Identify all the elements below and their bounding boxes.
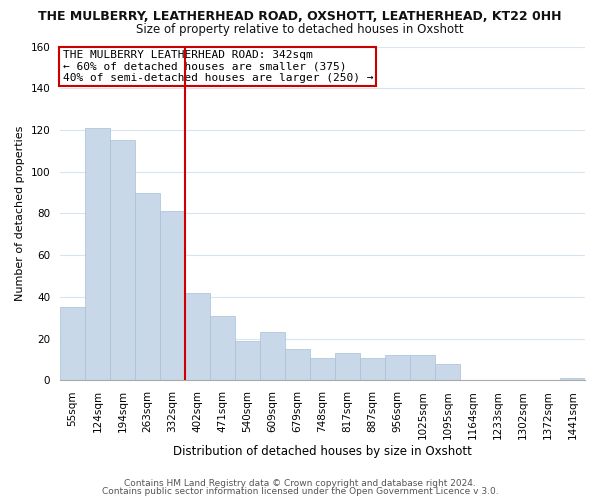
Bar [210, 316, 235, 380]
Bar [285, 349, 310, 380]
Text: THE MULBERRY, LEATHERHEAD ROAD, OXSHOTT, LEATHERHEAD, KT22 0HH: THE MULBERRY, LEATHERHEAD ROAD, OXSHOTT,… [38, 10, 562, 23]
Bar [235, 341, 260, 380]
Bar [410, 356, 435, 380]
Bar [435, 364, 460, 380]
Bar [310, 358, 335, 380]
Bar [560, 378, 585, 380]
Text: Contains HM Land Registry data © Crown copyright and database right 2024.: Contains HM Land Registry data © Crown c… [124, 478, 476, 488]
Bar [385, 356, 410, 380]
Bar [160, 212, 185, 380]
Bar [135, 192, 160, 380]
Text: Size of property relative to detached houses in Oxshott: Size of property relative to detached ho… [136, 22, 464, 36]
Bar [260, 332, 285, 380]
X-axis label: Distribution of detached houses by size in Oxshott: Distribution of detached houses by size … [173, 444, 472, 458]
Text: Contains public sector information licensed under the Open Government Licence v : Contains public sector information licen… [101, 487, 499, 496]
Bar [85, 128, 110, 380]
Text: THE MULBERRY LEATHERHEAD ROAD: 342sqm
← 60% of detached houses are smaller (375): THE MULBERRY LEATHERHEAD ROAD: 342sqm ← … [62, 50, 373, 83]
Bar [360, 358, 385, 380]
Bar [60, 308, 85, 380]
Bar [185, 293, 210, 380]
Bar [335, 354, 360, 380]
Y-axis label: Number of detached properties: Number of detached properties [15, 126, 25, 301]
Bar [110, 140, 135, 380]
